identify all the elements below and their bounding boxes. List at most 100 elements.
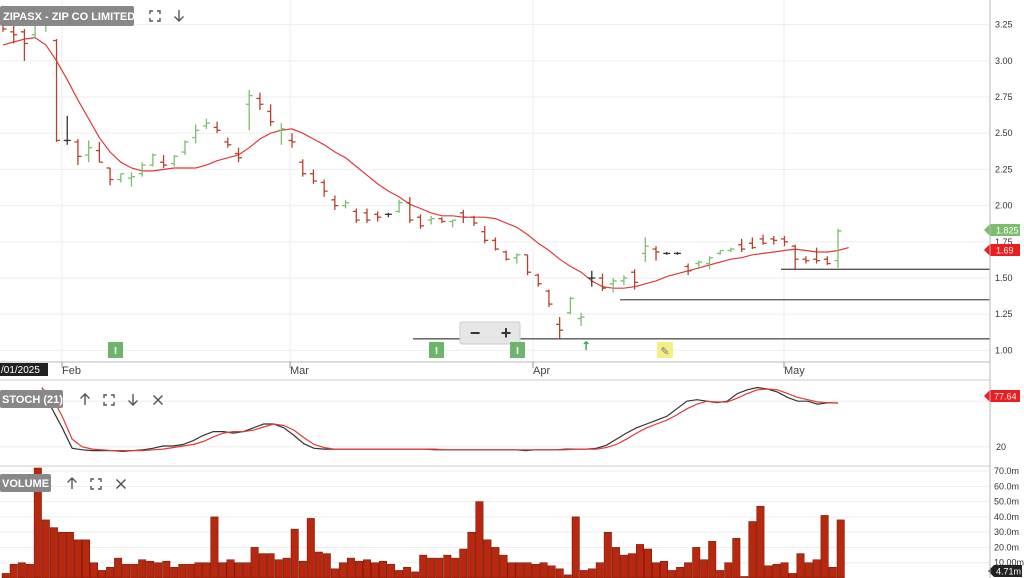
volume-bar bbox=[1, 573, 10, 578]
ohlc-bar bbox=[149, 153, 157, 167]
date-axis-start-label: /01/2025 bbox=[1, 365, 40, 376]
ohlc-bar bbox=[74, 139, 82, 166]
info-marker[interactable]: I bbox=[510, 342, 525, 358]
ohlc-bar bbox=[127, 172, 135, 187]
stoch-d-line bbox=[41, 387, 839, 452]
stoch-gridlines bbox=[0, 400, 990, 448]
volume-bar bbox=[820, 515, 829, 578]
ohlc-bar bbox=[53, 39, 61, 142]
volume-bar bbox=[17, 562, 26, 578]
volume-bar bbox=[603, 531, 612, 578]
volume-bar bbox=[314, 551, 323, 578]
volume-bar bbox=[411, 571, 420, 578]
arrow-down-icon[interactable] bbox=[127, 393, 139, 406]
pencil-icon[interactable]: ✎ bbox=[657, 342, 673, 358]
volume-bar bbox=[676, 567, 685, 578]
zoom-in-button[interactable]: + bbox=[501, 323, 512, 343]
ohlc-bar bbox=[277, 123, 285, 145]
volume-bar bbox=[387, 564, 396, 578]
month-label: Mar bbox=[290, 365, 309, 377]
volume-tick-label: 70.0m bbox=[994, 466, 1019, 476]
volume-bar bbox=[322, 553, 331, 578]
moving-average-line bbox=[2, 36, 849, 289]
close-icon[interactable] bbox=[115, 478, 127, 490]
arrow-up-icon[interactable] bbox=[66, 477, 78, 490]
ohlc-bar bbox=[117, 173, 125, 183]
volume-bar bbox=[660, 560, 668, 578]
volume-bar bbox=[298, 560, 307, 578]
ohlc-bar bbox=[181, 140, 189, 155]
price-tick-label: 2.75 bbox=[995, 92, 1013, 102]
volume-bar bbox=[395, 570, 404, 578]
volume-bar bbox=[154, 562, 163, 578]
ohlc-bar bbox=[192, 124, 200, 144]
close-icon[interactable] bbox=[152, 394, 164, 406]
arrow-down-icon[interactable] bbox=[173, 9, 185, 23]
buy-arrow-icon[interactable]: ↑ bbox=[581, 339, 591, 353]
arrow-up-icon[interactable] bbox=[79, 393, 91, 406]
svg-text:4.71m: 4.71m bbox=[996, 567, 1021, 577]
volume-bar bbox=[571, 516, 580, 578]
zoom-out-button[interactable]: − bbox=[470, 323, 481, 343]
volume-bar bbox=[194, 562, 203, 578]
svg-text:✎: ✎ bbox=[660, 345, 669, 358]
volume-bar bbox=[57, 531, 66, 578]
ohlc-bar bbox=[320, 179, 328, 197]
volume-bar bbox=[459, 548, 468, 578]
volume-bar bbox=[266, 553, 275, 578]
ohlc-bar bbox=[170, 154, 178, 167]
fullscreen-icon[interactable] bbox=[149, 10, 161, 22]
fullscreen-icon[interactable] bbox=[90, 478, 102, 490]
ohlc-bar bbox=[470, 215, 478, 226]
previous-price-badge: 1.69 bbox=[984, 244, 1020, 256]
svg-text:1.69: 1.69 bbox=[996, 246, 1014, 256]
volume-bar bbox=[732, 538, 741, 578]
ohlc-bar bbox=[20, 28, 28, 61]
volume-bar bbox=[90, 562, 98, 578]
ohlc-bar bbox=[138, 162, 146, 177]
volume-bar bbox=[644, 548, 652, 578]
volume-bar bbox=[282, 557, 291, 578]
volume-bar bbox=[555, 568, 564, 578]
ohlc-bar bbox=[823, 256, 831, 265]
ohlc-bar bbox=[791, 244, 799, 270]
volume-bar bbox=[146, 560, 155, 578]
volume-bar bbox=[306, 518, 315, 578]
volume-bar bbox=[507, 562, 516, 578]
volume-value-badge: 4.71m bbox=[988, 565, 1022, 577]
svg-text:77.64: 77.64 bbox=[994, 392, 1017, 402]
volume-bar bbox=[202, 562, 211, 578]
volume-bars bbox=[1, 467, 845, 578]
info-marker[interactable]: I bbox=[429, 342, 444, 358]
price-panel: 3.25 3.00 2.75 2.50 2.25 2.00 1.75 1.50 1.25 1.00… bbox=[0, 0, 1020, 362]
price-tick-label: 2.25 bbox=[995, 164, 1013, 174]
volume-bar bbox=[226, 559, 235, 578]
ohlc-bar bbox=[491, 237, 499, 251]
volume-bar bbox=[700, 559, 709, 578]
ohlc-bar bbox=[748, 237, 756, 250]
info-marker[interactable]: I bbox=[108, 342, 123, 358]
last-price-badge: 1.825 bbox=[984, 224, 1020, 236]
stoch-value-badge: 77.64 bbox=[984, 390, 1020, 402]
volume-bar bbox=[836, 519, 845, 578]
volume-bar bbox=[587, 568, 596, 578]
ohlc-bar bbox=[727, 247, 735, 252]
volume-bar bbox=[652, 562, 660, 578]
ohlc-bar bbox=[459, 209, 467, 223]
volume-bar bbox=[619, 554, 628, 578]
volume-tick-label: 50.0m bbox=[994, 497, 1019, 507]
ohlc-bar bbox=[524, 254, 532, 276]
ohlc-bar bbox=[641, 237, 649, 263]
ohlc-bar bbox=[513, 253, 521, 264]
volume-tick-label: 60.0m bbox=[994, 481, 1019, 491]
ohlc-bar bbox=[556, 317, 564, 339]
ohlc-bar bbox=[406, 196, 414, 223]
ohlc-bar bbox=[202, 118, 210, 129]
price-tick-label: 3.25 bbox=[995, 20, 1013, 30]
volume-bar bbox=[130, 564, 139, 578]
ohlc-bar bbox=[481, 225, 489, 244]
fullscreen-icon[interactable] bbox=[103, 394, 115, 406]
volume-bar bbox=[475, 501, 484, 578]
price-tick-label: 1.25 bbox=[995, 309, 1013, 319]
volume-bar bbox=[162, 560, 171, 578]
